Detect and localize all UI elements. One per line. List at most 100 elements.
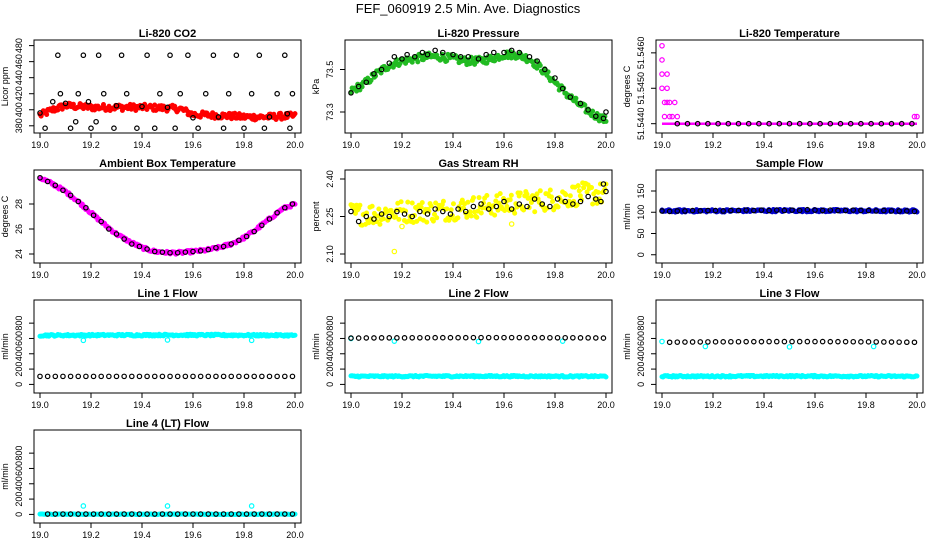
x-tick-label: 20.0 bbox=[597, 400, 615, 410]
average-point bbox=[233, 52, 240, 59]
x-tick-label: 19.6 bbox=[806, 270, 824, 280]
average-point bbox=[123, 90, 130, 97]
average-point bbox=[190, 511, 196, 517]
fine-point bbox=[492, 212, 498, 218]
chart-panel-8: Line 2 Flow ml/min 19.0 19.2 19.4 19.6 19.8 20.… bbox=[311, 288, 615, 410]
y-tick-label: 0 bbox=[636, 382, 646, 387]
fine-point bbox=[391, 248, 398, 255]
average-point bbox=[113, 511, 120, 517]
average-point bbox=[98, 218, 105, 225]
average-point bbox=[766, 120, 772, 127]
average-point bbox=[60, 187, 66, 194]
average-point bbox=[455, 334, 461, 341]
y-axis-label: degrees C bbox=[622, 65, 632, 107]
average-point bbox=[462, 334, 469, 341]
y-tick-label: 600 bbox=[14, 331, 24, 346]
chart-title: Ambient Box Temperature bbox=[99, 158, 236, 170]
average-point bbox=[516, 201, 523, 207]
average-point bbox=[371, 70, 377, 77]
average-point bbox=[868, 120, 874, 127]
average-point bbox=[220, 125, 227, 131]
average-point bbox=[516, 334, 523, 341]
page-title: FEF_060919 2.5 Min. Ave. Diagnostics bbox=[355, 1, 581, 16]
average-point bbox=[167, 52, 173, 59]
x-tick-label: 19.4 bbox=[133, 270, 151, 280]
average-point bbox=[83, 204, 89, 211]
average-point bbox=[144, 52, 150, 59]
average-point bbox=[485, 206, 492, 212]
fine-point bbox=[393, 214, 399, 220]
average-point bbox=[106, 511, 112, 517]
fine-point bbox=[419, 200, 425, 206]
average-point bbox=[705, 120, 711, 127]
fine-point bbox=[870, 343, 877, 350]
x-tick-label: 19.8 bbox=[235, 140, 253, 150]
fine-point bbox=[603, 374, 609, 380]
average-point bbox=[682, 208, 688, 214]
average-point bbox=[766, 338, 772, 345]
chart-marks bbox=[37, 52, 298, 131]
y-tick-label: 51.5460 bbox=[636, 37, 646, 70]
average-point bbox=[355, 218, 362, 225]
average-point bbox=[697, 208, 704, 214]
average-point bbox=[819, 207, 826, 214]
average-point bbox=[241, 125, 247, 131]
y-tick-label: 50 bbox=[636, 228, 646, 238]
x-tick-label: 19.6 bbox=[495, 270, 513, 280]
fine-point bbox=[914, 373, 920, 379]
average-point bbox=[812, 207, 818, 213]
average-point bbox=[136, 373, 143, 380]
fine-point bbox=[434, 215, 440, 221]
average-point bbox=[174, 373, 181, 380]
fine-point bbox=[377, 221, 383, 227]
average-point bbox=[508, 206, 515, 212]
average-point bbox=[684, 120, 691, 127]
chart-title: Line 4 (LT) Flow bbox=[126, 418, 209, 430]
fine-point bbox=[415, 59, 421, 65]
x-tick-label: 19.8 bbox=[857, 400, 875, 410]
average-point bbox=[804, 338, 811, 345]
average-point bbox=[674, 120, 681, 127]
average-point bbox=[185, 52, 191, 59]
average-point bbox=[559, 85, 566, 92]
average-point bbox=[409, 334, 416, 341]
average-point bbox=[804, 206, 811, 213]
average-point bbox=[55, 52, 61, 59]
fine-point bbox=[484, 60, 490, 66]
average-point bbox=[475, 56, 482, 62]
fine-point bbox=[414, 218, 420, 224]
average-point bbox=[75, 511, 82, 517]
x-tick-label: 19.2 bbox=[82, 140, 100, 150]
chart-panel-10: Line 4 (LT) Flow ml/min 19.0 19.2 19.4 19.6 19… bbox=[0, 418, 304, 540]
average-point bbox=[796, 207, 803, 214]
average-point bbox=[807, 120, 813, 127]
average-point bbox=[159, 511, 166, 517]
average-point bbox=[243, 233, 250, 240]
plot-frame bbox=[33, 429, 302, 524]
fine-point bbox=[478, 210, 484, 216]
average-point bbox=[827, 338, 834, 345]
fine-point bbox=[357, 202, 363, 208]
average-point bbox=[457, 53, 464, 60]
average-point bbox=[447, 211, 454, 217]
average-point bbox=[493, 203, 500, 210]
average-point bbox=[289, 201, 296, 207]
fine-point bbox=[80, 337, 87, 344]
average-point bbox=[539, 334, 546, 341]
average-point bbox=[251, 511, 258, 517]
average-point bbox=[417, 208, 423, 215]
average-point bbox=[251, 228, 258, 235]
average-point bbox=[90, 373, 97, 380]
average-point bbox=[547, 334, 553, 341]
average-point bbox=[67, 192, 74, 199]
average-point bbox=[735, 338, 742, 345]
average-point bbox=[213, 511, 219, 517]
average-point bbox=[603, 188, 609, 195]
y-tick-label: 400 bbox=[325, 346, 335, 361]
y-tick-label: 73.3 bbox=[325, 103, 335, 121]
average-point bbox=[80, 52, 87, 59]
average-point bbox=[67, 125, 74, 131]
average-point bbox=[363, 79, 370, 86]
fine-point bbox=[512, 210, 518, 216]
average-point bbox=[90, 212, 97, 219]
